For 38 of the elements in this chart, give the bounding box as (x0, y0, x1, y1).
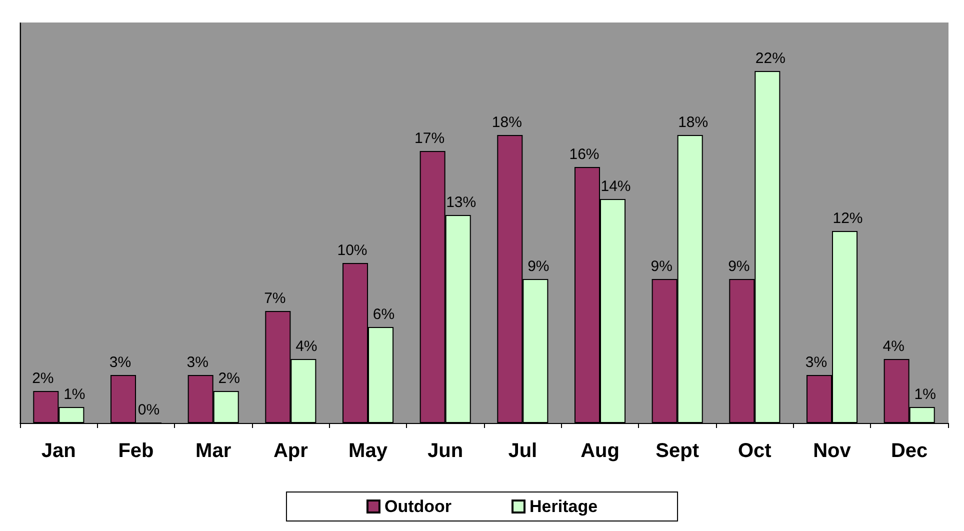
data-label: 2% (218, 370, 240, 387)
data-label: 3% (109, 354, 132, 371)
data-label: 10% (337, 242, 368, 259)
data-label: 18% (492, 114, 522, 131)
x-tick-label: Jul (508, 440, 538, 462)
data-label: 4% (882, 338, 904, 355)
data-label: 9% (650, 258, 672, 275)
data-label: 1% (914, 386, 936, 403)
data-label: 4% (296, 338, 318, 355)
x-tick-label: Feb (118, 440, 154, 462)
data-label: 18% (678, 114, 708, 131)
x-tick-label: Nov (813, 440, 852, 462)
x-tick-label: Apr (273, 440, 308, 462)
data-label: 0% (138, 402, 160, 418)
data-label: 3% (805, 354, 828, 371)
x-tick-label: May (348, 440, 388, 462)
data-label: 17% (414, 130, 445, 147)
data-label: 13% (446, 194, 476, 211)
x-tick-label: Jun (428, 440, 464, 462)
data-label: 16% (569, 146, 600, 163)
legend-label: Heritage (530, 497, 598, 516)
data-label: 22% (755, 50, 786, 67)
data-label: 1% (64, 386, 86, 403)
data-label: 14% (600, 178, 631, 195)
data-label: 2% (32, 370, 54, 387)
data-label: 9% (528, 258, 550, 275)
data-label: 9% (728, 258, 750, 275)
data-label: 6% (372, 306, 395, 323)
data-label: 12% (832, 210, 863, 227)
x-tick-label: Aug (580, 440, 620, 462)
data-label: 7% (264, 290, 286, 307)
x-tick-label: Mar (196, 440, 232, 462)
x-tick-label: Oct (738, 440, 772, 462)
x-tick-label: Dec (890, 440, 928, 462)
legend-label: Outdoor (384, 497, 452, 516)
data-label: 3% (186, 354, 208, 371)
x-tick-label: Jan (41, 440, 76, 462)
x-tick-label: Sept (656, 440, 700, 462)
